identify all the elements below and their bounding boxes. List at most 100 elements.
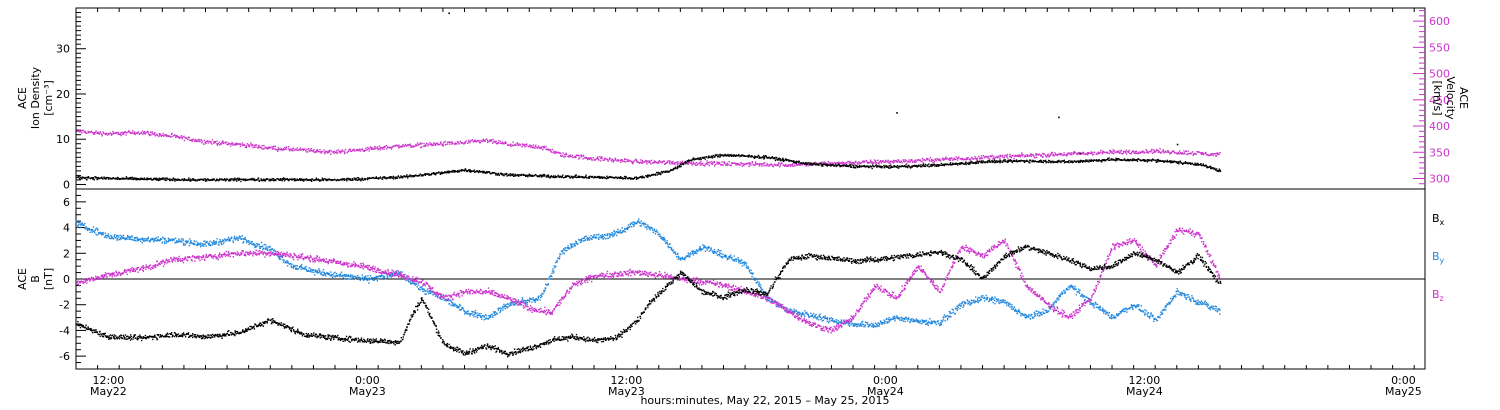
by-series-point xyxy=(217,243,220,245)
density-series-point xyxy=(410,175,412,177)
velocity-series-point xyxy=(955,156,957,158)
by-series-point xyxy=(462,307,464,310)
velocity-series-point xyxy=(521,146,523,148)
density-series-point xyxy=(1073,160,1076,162)
by-series-point xyxy=(251,243,253,245)
density-series-point xyxy=(411,175,413,177)
velocity-series-point xyxy=(1105,151,1107,154)
density-series-point xyxy=(319,180,321,182)
by-series-point xyxy=(214,241,216,243)
density-series-point xyxy=(547,174,550,177)
density-series-point xyxy=(837,163,839,166)
velocity-series-point xyxy=(1053,155,1055,157)
velocity-series-point xyxy=(512,144,515,147)
density-series-point xyxy=(428,173,430,175)
density-series-point xyxy=(392,178,395,180)
velocity-series-point xyxy=(1013,158,1015,160)
by-series-point xyxy=(532,297,534,299)
velocity-series-point xyxy=(110,134,113,136)
density-series-point xyxy=(667,170,669,173)
density-series-point xyxy=(1131,159,1134,162)
velocity-series-point xyxy=(898,161,900,163)
density-series-point xyxy=(300,179,302,182)
velocity-series-point xyxy=(664,162,666,165)
velocity-series-point xyxy=(267,148,269,150)
velocity-series-point xyxy=(1103,151,1106,153)
density-series-point xyxy=(606,175,608,177)
velocity-series-point xyxy=(751,162,754,164)
by-series-point xyxy=(534,299,536,302)
velocity-series-point xyxy=(294,148,296,151)
density-series-point xyxy=(464,168,467,170)
by-series-point xyxy=(366,279,369,281)
velocity-series-point xyxy=(1047,155,1049,157)
velocity-series-point xyxy=(317,149,319,152)
density-series-point xyxy=(965,161,967,163)
density-series-point xyxy=(208,179,210,182)
density-series-point xyxy=(588,177,590,179)
by-series-point xyxy=(272,251,274,254)
velocity-series-point xyxy=(210,142,212,144)
density-series-point xyxy=(635,178,638,180)
velocity-series-point xyxy=(1130,151,1133,154)
density-series-point xyxy=(354,177,356,180)
density-series-point xyxy=(583,176,585,178)
by-series-point xyxy=(118,236,120,238)
by-series-point xyxy=(416,286,418,288)
density-series-point xyxy=(332,179,334,181)
by-series-point xyxy=(203,240,206,242)
velocity-series-point xyxy=(163,135,165,137)
by-series-point xyxy=(81,222,83,224)
velocity-series-point xyxy=(601,157,603,159)
velocity-series-point xyxy=(899,161,901,163)
velocity-series-point xyxy=(913,160,916,162)
by-series-point xyxy=(509,304,511,306)
density-series-point xyxy=(169,178,171,180)
density-series-point xyxy=(912,165,915,167)
by-series-point xyxy=(410,283,412,285)
density-series-point xyxy=(775,156,777,159)
velocity-series-point xyxy=(1032,155,1035,157)
by-series-point xyxy=(457,306,459,308)
density-series-point xyxy=(233,179,235,182)
density-series-point xyxy=(1088,161,1090,163)
velocity-series-point xyxy=(313,149,315,151)
density-series-point xyxy=(448,170,450,173)
velocity-series-point xyxy=(306,148,308,150)
velocity-series-point xyxy=(1200,153,1203,155)
velocity-series-point xyxy=(1000,155,1002,157)
velocity-series-point xyxy=(502,141,504,143)
density-series-point xyxy=(157,179,160,182)
velocity-series-point xyxy=(631,160,633,163)
density-series-point xyxy=(295,179,298,181)
top-panel-frame xyxy=(75,7,1426,190)
density-series-point xyxy=(251,177,253,180)
velocity-series-point xyxy=(1010,157,1012,159)
velocity-series-point xyxy=(709,161,711,163)
velocity-series-point xyxy=(768,164,771,166)
velocity-series-point xyxy=(1002,154,1004,157)
velocity-series-point xyxy=(372,147,374,149)
by-series-point xyxy=(147,238,149,240)
velocity-series-point xyxy=(103,132,105,134)
density-series-point xyxy=(445,171,448,173)
by-series-point xyxy=(513,304,515,306)
velocity-series-point xyxy=(886,160,888,163)
by-series-point xyxy=(231,236,233,239)
velocity-series-point xyxy=(187,138,189,140)
density-series-point xyxy=(309,178,312,181)
by-series-point xyxy=(544,287,547,289)
density-series-point xyxy=(1063,160,1065,162)
density-series-point xyxy=(915,165,917,167)
velocity-series-point xyxy=(325,150,327,152)
by-series-point xyxy=(322,268,325,271)
velocity-series-point xyxy=(1165,151,1167,154)
density-series-point xyxy=(537,176,539,178)
velocity-series-point xyxy=(1090,152,1092,155)
velocity-series-point xyxy=(680,162,682,165)
by-series-point xyxy=(159,239,162,241)
density-series-point xyxy=(726,154,728,156)
density-series-point xyxy=(98,177,100,179)
by-series-point xyxy=(317,271,319,274)
